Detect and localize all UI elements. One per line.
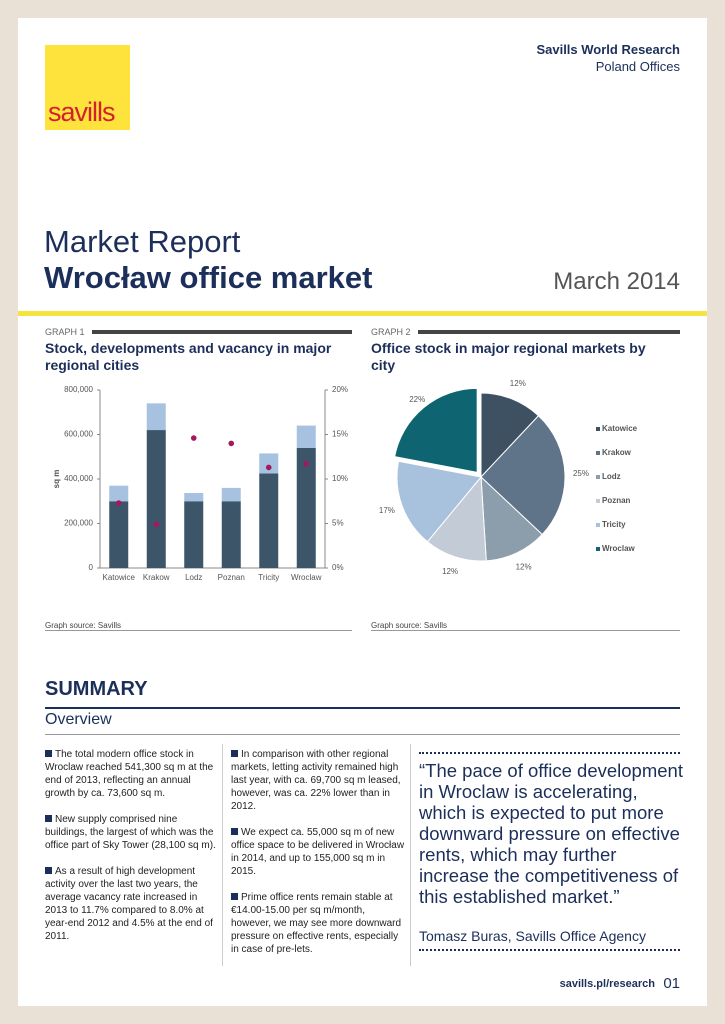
quote-attribution: Tomasz Buras, Savills Office Agency (419, 928, 646, 944)
graph-label: GRAPH 1 (45, 327, 85, 337)
legend-swatch (596, 547, 600, 551)
bullet: Prime office rents remain stable at €14.… (231, 891, 407, 956)
x-tick-label: Tricity (258, 573, 279, 582)
slice-label: 12% (442, 567, 458, 576)
summary-heading: SUMMARY (45, 678, 148, 700)
vacancy-dot (265, 464, 272, 471)
slice-label: 22% (409, 395, 425, 404)
pie-slice (480, 415, 566, 536)
x-tick-label: Katowice (103, 573, 136, 582)
slice-label: 25% (573, 469, 589, 478)
graph-source: Graph source: Savills (371, 621, 448, 630)
bar-segment (259, 453, 279, 474)
y2-tick-label: 10% (332, 474, 348, 483)
x-tick-label: Lodz (185, 573, 202, 582)
graph-title: Stock, developments and vacancy in major… (45, 340, 332, 373)
vacancy-dot (190, 435, 197, 441)
pie-slice (396, 460, 482, 543)
legend-label: Wroclaw (602, 544, 636, 553)
yellow-rule (18, 311, 707, 316)
quote: “The pace of office development in Wrocl… (419, 760, 683, 907)
legend-swatch (596, 523, 600, 527)
bullet: New supply comprised nine buildings, the… (45, 814, 216, 851)
dotted-rule (419, 949, 680, 951)
division: Poland Offices (595, 59, 680, 74)
page-number: 01 (663, 975, 680, 992)
legend-label: Lodz (602, 472, 621, 481)
vacancy-dot (303, 461, 310, 467)
kicker: Market Report (44, 224, 241, 259)
bar-segment (184, 501, 204, 568)
bar-segment (146, 430, 166, 568)
x-tick-label: Krakow (143, 573, 170, 582)
legend-swatch (596, 451, 600, 455)
column: In comparison with other regional market… (231, 748, 407, 969)
y2-tick-label: 15% (332, 430, 348, 439)
headline: Wrocław office market (44, 260, 373, 295)
pie-slice (480, 475, 543, 562)
y-tick-label: 600,000 (64, 430, 93, 439)
bar-segment (296, 447, 316, 568)
column: The total modern office stock in Wroclaw… (45, 748, 217, 956)
date: March 2014 (553, 268, 680, 295)
y-tick-label: 400,000 (64, 474, 93, 483)
bar-segment (221, 487, 241, 502)
vacancy-dot (153, 521, 160, 528)
legend-swatch (596, 499, 600, 503)
footer-url: savills.pl/research (559, 978, 655, 990)
legend-label: Krakow (602, 448, 632, 457)
logo-text: savills (48, 97, 116, 127)
graph-label: GRAPH 2 (371, 327, 411, 337)
legend-label: Poznan (602, 496, 631, 505)
graph-rule (92, 330, 352, 334)
pie-slice (426, 475, 487, 562)
bar-segment (221, 501, 241, 568)
slice-label: 12% (510, 379, 526, 388)
summary-subheading: Overview (45, 711, 112, 728)
y-tick-label: 200,000 (64, 519, 93, 528)
org: Savills World Research (536, 42, 680, 57)
pie-slice (394, 387, 478, 473)
y2-tick-label: 5% (332, 519, 344, 528)
dotted-rule (419, 752, 680, 754)
graph-title: Office stock in major regional markets b… (371, 340, 646, 373)
y-axis-label: sq m (52, 470, 61, 489)
y2-tick-label: 0% (332, 563, 344, 572)
y-tick-label: 800,000 (64, 385, 93, 394)
bullet: As a result of high development activity… (45, 865, 217, 943)
x-tick-label: Wroclaw (291, 573, 322, 582)
graph-rule (418, 330, 680, 334)
column-rule (410, 744, 411, 966)
rule (371, 630, 680, 631)
legend-swatch (596, 475, 600, 479)
rule (45, 630, 352, 631)
bullet: We expect ca. 55,000 sq m of new office … (231, 826, 407, 878)
rule (45, 707, 680, 709)
x-tick-label: Poznan (218, 573, 245, 582)
slice-label: 17% (379, 506, 395, 515)
bar-segment (259, 473, 279, 568)
bullet: The total modern office stock in Wroclaw… (45, 748, 217, 800)
rule (45, 734, 680, 735)
bar-segment (109, 501, 129, 568)
bar-segment (184, 493, 204, 502)
slice-label: 12% (516, 563, 532, 572)
bar-segment (109, 485, 129, 502)
logo: savills (45, 45, 130, 130)
vacancy-dot (228, 440, 235, 447)
legend-label: Katowice (602, 424, 638, 433)
column-rule (222, 744, 223, 966)
legend-swatch (596, 427, 600, 431)
graph-source: Graph source: Savills (45, 621, 122, 630)
y-tick-label: 0 (89, 563, 94, 572)
vacancy-dot (115, 500, 122, 506)
y2-tick-label: 20% (332, 385, 348, 394)
bar-segment (146, 403, 166, 431)
bullet: In comparison with other regional market… (231, 748, 407, 813)
bar-segment (296, 425, 316, 448)
legend-label: Tricity (602, 520, 626, 529)
pie-slice (480, 392, 540, 479)
